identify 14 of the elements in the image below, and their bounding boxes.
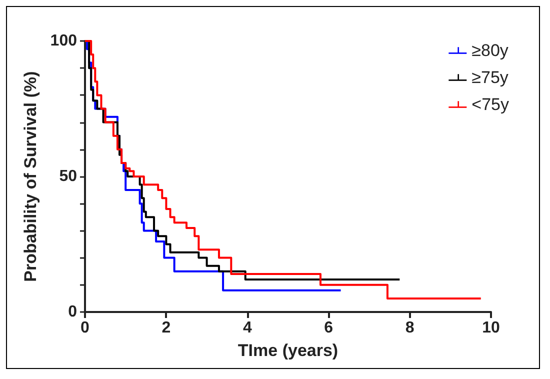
- x-tick-label: 8: [405, 320, 414, 336]
- x-tick-label: 0: [80, 320, 90, 336]
- x-axis-title: TIme (years): [238, 341, 338, 360]
- y-axis-title: Probability of Survival (%): [21, 71, 40, 282]
- x-tick-label: 10: [482, 320, 500, 336]
- legend-label: <75y: [472, 95, 510, 114]
- y-tick-label: 0: [68, 304, 78, 320]
- y-tick-label: 50: [59, 168, 78, 185]
- legend-label: ≥75y: [472, 68, 509, 87]
- x-tick-label: 6: [324, 320, 334, 336]
- legend-label: ≥80y: [472, 41, 509, 60]
- x-tick-label: 4: [242, 320, 252, 336]
- x-tick-label: 2: [162, 320, 171, 336]
- y-tick-label: 100: [50, 32, 78, 50]
